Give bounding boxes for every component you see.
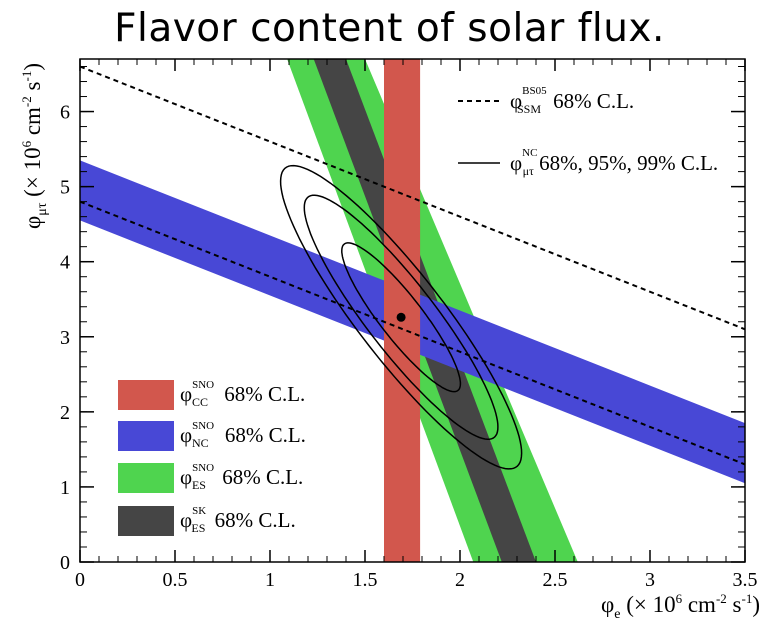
x-axis-label: φe (× 106 cm-2 s-1)	[601, 591, 760, 622]
x-tick-label: 3.5	[733, 569, 758, 591]
x-tick-label: 0	[75, 569, 85, 591]
contour-1	[341, 242, 462, 393]
nc_center-line	[80, 200, 745, 466]
y-tick-label: 3	[60, 327, 70, 349]
page-title: Flavor content of solar flux.	[114, 6, 665, 51]
ticks-layer: 0 0.5 1 1.5 2 2.5 3 3.5 0 1 2 3 4 5 6	[60, 59, 758, 591]
contours-layer	[279, 164, 523, 470]
y-tick-label: 0	[60, 552, 70, 574]
legend-layer: φBS05 SSM 68% C.L. φNC μτ 68%, 95%, 99% C.L…	[118, 85, 718, 536]
x-tick-label: 1.5	[353, 569, 378, 591]
ssm-legend-text: φBS05 SSM 68% C.L.	[510, 85, 634, 116]
x-tick-label: 0.5	[163, 569, 188, 591]
x-tick-label: 2	[455, 569, 465, 591]
y-axis-label: φμτ (× 106 cm-2 s-1)	[19, 63, 50, 229]
best-fit-point	[396, 312, 406, 322]
plot-frame	[79, 58, 746, 563]
x-tick-label: 2.5	[543, 569, 568, 591]
y-tick-label: 4	[60, 252, 70, 274]
y-tick-label: 1	[60, 477, 70, 499]
nc-legend-swatch	[118, 421, 174, 451]
es-sno-legend-swatch	[118, 463, 174, 493]
nc-legend-text: φSNO NC 68% C.L.	[180, 420, 306, 450]
x-tick-label: 3	[645, 569, 655, 591]
y-tick-label: 5	[60, 177, 70, 199]
es-sk-legend-text: φSK ES 68% C.L.	[180, 505, 296, 535]
cc-legend-swatch	[118, 380, 174, 410]
ssm-line	[80, 65, 745, 331]
cc-band	[384, 59, 421, 562]
es-sk-legend-swatch	[118, 506, 174, 536]
contour-2	[303, 194, 499, 441]
y-tick-label: 6	[60, 102, 70, 124]
lines-layer	[80, 65, 745, 466]
es-sno-legend-text: φSNO ES 68% C.L.	[180, 462, 303, 492]
y-tick-label: 2	[60, 402, 70, 424]
axis-labels-layer: φe (× 106 cm-2 s-1) φμτ (× 106 cm-2 s-1)	[19, 63, 760, 622]
contour-3	[279, 164, 523, 470]
cc-legend-text: φSNO CC 68% C.L.	[180, 379, 305, 409]
bands-layer	[80, 59, 745, 562]
nc-contour-legend-text: φNC μτ 68%, 95%, 99% C.L.	[510, 147, 718, 178]
x-tick-label: 1	[265, 569, 275, 591]
